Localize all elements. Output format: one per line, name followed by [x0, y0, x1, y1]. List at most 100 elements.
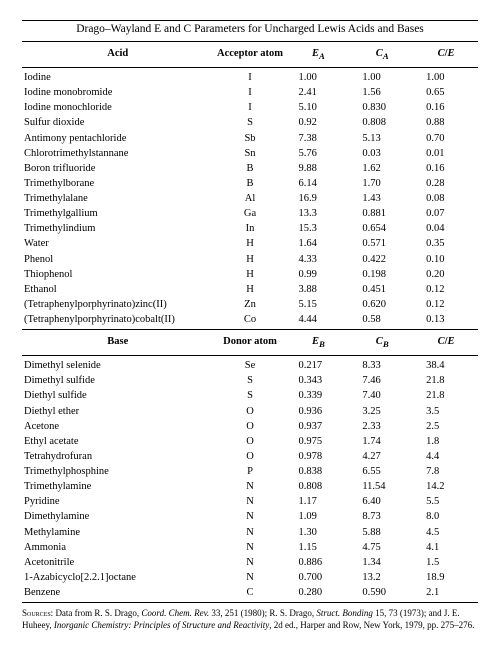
cell-atom: O: [214, 419, 287, 434]
table-row: Dimethyl sulfideS0.3437.4621.8: [22, 373, 478, 388]
cell-atom: Sb: [214, 131, 287, 146]
cell-atom: Co: [214, 312, 287, 327]
table-row: TrimethylalaneAl16.91.430.08: [22, 191, 478, 206]
table-row: Ethyl acetateO0.9751.741.8: [22, 434, 478, 449]
cell-E: 0.700: [286, 570, 350, 585]
cell-C: 0.571: [350, 236, 414, 251]
table-row: AcetonitrileN0.8861.341.5: [22, 555, 478, 570]
cell-C: 0.808: [350, 115, 414, 130]
table-row: Antimony pentachlorideSb7.385.130.70: [22, 131, 478, 146]
cell-C: 0.58: [350, 312, 414, 327]
cell-E: 5.15: [286, 297, 350, 312]
col-E: EB: [286, 332, 350, 353]
table-row: MethylamineN1.305.884.5: [22, 525, 478, 540]
table-row: TrimethylamineN0.80811.5414.2: [22, 479, 478, 494]
cell-atom: N: [214, 525, 287, 540]
cell-E: 13.3: [286, 206, 350, 221]
cell-E: 0.936: [286, 404, 350, 419]
cell-CE: 21.8: [414, 388, 478, 403]
sources-label: Sources:: [22, 608, 53, 618]
cell-C: 0.451: [350, 282, 414, 297]
table-row: DimethylamineN1.098.738.0: [22, 509, 478, 524]
cell-name: (Tetraphenylporphyrinato)zinc(II): [22, 297, 214, 312]
cell-C: 0.654: [350, 221, 414, 236]
cell-atom: N: [214, 479, 287, 494]
cell-name: Antimony pentachloride: [22, 131, 214, 146]
cell-CE: 21.8: [414, 373, 478, 388]
cell-E: 0.280: [286, 585, 350, 600]
cell-name: Trimethylgallium: [22, 206, 214, 221]
cell-E: 1.09: [286, 509, 350, 524]
cell-CE: 2.5: [414, 419, 478, 434]
cell-E: 7.38: [286, 131, 350, 146]
table-row: TetrahydrofuranO0.9784.274.4: [22, 449, 478, 464]
cell-name: 1-Azabicyclo[2.2.1]octane: [22, 570, 214, 585]
cell-atom: S: [214, 115, 287, 130]
cell-CE: 0.35: [414, 236, 478, 251]
cell-CE: 4.4: [414, 449, 478, 464]
cell-atom: N: [214, 509, 287, 524]
cell-C: 1.74: [350, 434, 414, 449]
cell-E: 0.978: [286, 449, 350, 464]
cell-name: Dimethyl selenide: [22, 358, 214, 373]
cell-name: Acetone: [22, 419, 214, 434]
cell-name: Sulfur dioxide: [22, 115, 214, 130]
cell-E: 0.838: [286, 464, 350, 479]
cell-C: 11.54: [350, 479, 414, 494]
cell-C: 13.2: [350, 570, 414, 585]
cell-C: 8.33: [350, 358, 414, 373]
cell-CE: 8.0: [414, 509, 478, 524]
cell-C: 5.88: [350, 525, 414, 540]
cell-atom: O: [214, 434, 287, 449]
cell-CE: 0.13: [414, 312, 478, 327]
cell-C: 0.881: [350, 206, 414, 221]
cell-CE: 14.2: [414, 479, 478, 494]
cell-name: Trimethylborane: [22, 176, 214, 191]
cell-C: 1.62: [350, 161, 414, 176]
cell-name: Ammonia: [22, 540, 214, 555]
cell-E: 5.76: [286, 146, 350, 161]
cell-E: 2.41: [286, 85, 350, 100]
parameters-table: AcidAcceptor atomEACAC/EIodineI1.001.001…: [22, 44, 478, 605]
cell-atom: H: [214, 282, 287, 297]
cell-E: 0.339: [286, 388, 350, 403]
cell-CE: 0.16: [414, 100, 478, 115]
cell-CE: 1.8: [414, 434, 478, 449]
cell-atom: Ga: [214, 206, 287, 221]
cell-name: Iodine monobromide: [22, 85, 214, 100]
cell-CE: 4.1: [414, 540, 478, 555]
table-row: PyridineN1.176.405.5: [22, 494, 478, 509]
cell-atom: O: [214, 404, 287, 419]
cell-E: 0.92: [286, 115, 350, 130]
sources-block: Sources: Data from R. S. Drago, Coord. C…: [22, 605, 478, 631]
cell-C: 0.590: [350, 585, 414, 600]
cell-E: 4.44: [286, 312, 350, 327]
cell-CE: 0.04: [414, 221, 478, 236]
cell-CE: 4.5: [414, 525, 478, 540]
cell-atom: P: [214, 464, 287, 479]
cell-C: 0.422: [350, 252, 414, 267]
cell-name: Iodine: [22, 70, 214, 85]
cell-name: Chlorotrimethylstannane: [22, 146, 214, 161]
cell-C: 1.56: [350, 85, 414, 100]
cell-name: Ethanol: [22, 282, 214, 297]
cell-CE: 1.5: [414, 555, 478, 570]
col-C: CB: [350, 332, 414, 353]
cell-C: 1.00: [350, 70, 414, 85]
cell-C: 4.27: [350, 449, 414, 464]
cell-CE: 0.20: [414, 267, 478, 282]
cell-atom: N: [214, 540, 287, 555]
cell-name: Tetrahydrofuran: [22, 449, 214, 464]
cell-E: 1.30: [286, 525, 350, 540]
cell-atom: H: [214, 236, 287, 251]
sources-text: Data from R. S. Drago, Coord. Chem. Rev.…: [22, 608, 474, 630]
table-row: Diethyl etherO0.9363.253.5: [22, 404, 478, 419]
cell-CE: 7.8: [414, 464, 478, 479]
cell-C: 7.40: [350, 388, 414, 403]
cell-name: Phenol: [22, 252, 214, 267]
cell-CE: 0.65: [414, 85, 478, 100]
table-row: (Tetraphenylporphyrinato)zinc(II)Zn5.150…: [22, 297, 478, 312]
cell-name: Dimethylamine: [22, 509, 214, 524]
cell-CE: 1.00: [414, 70, 478, 85]
cell-E: 0.808: [286, 479, 350, 494]
